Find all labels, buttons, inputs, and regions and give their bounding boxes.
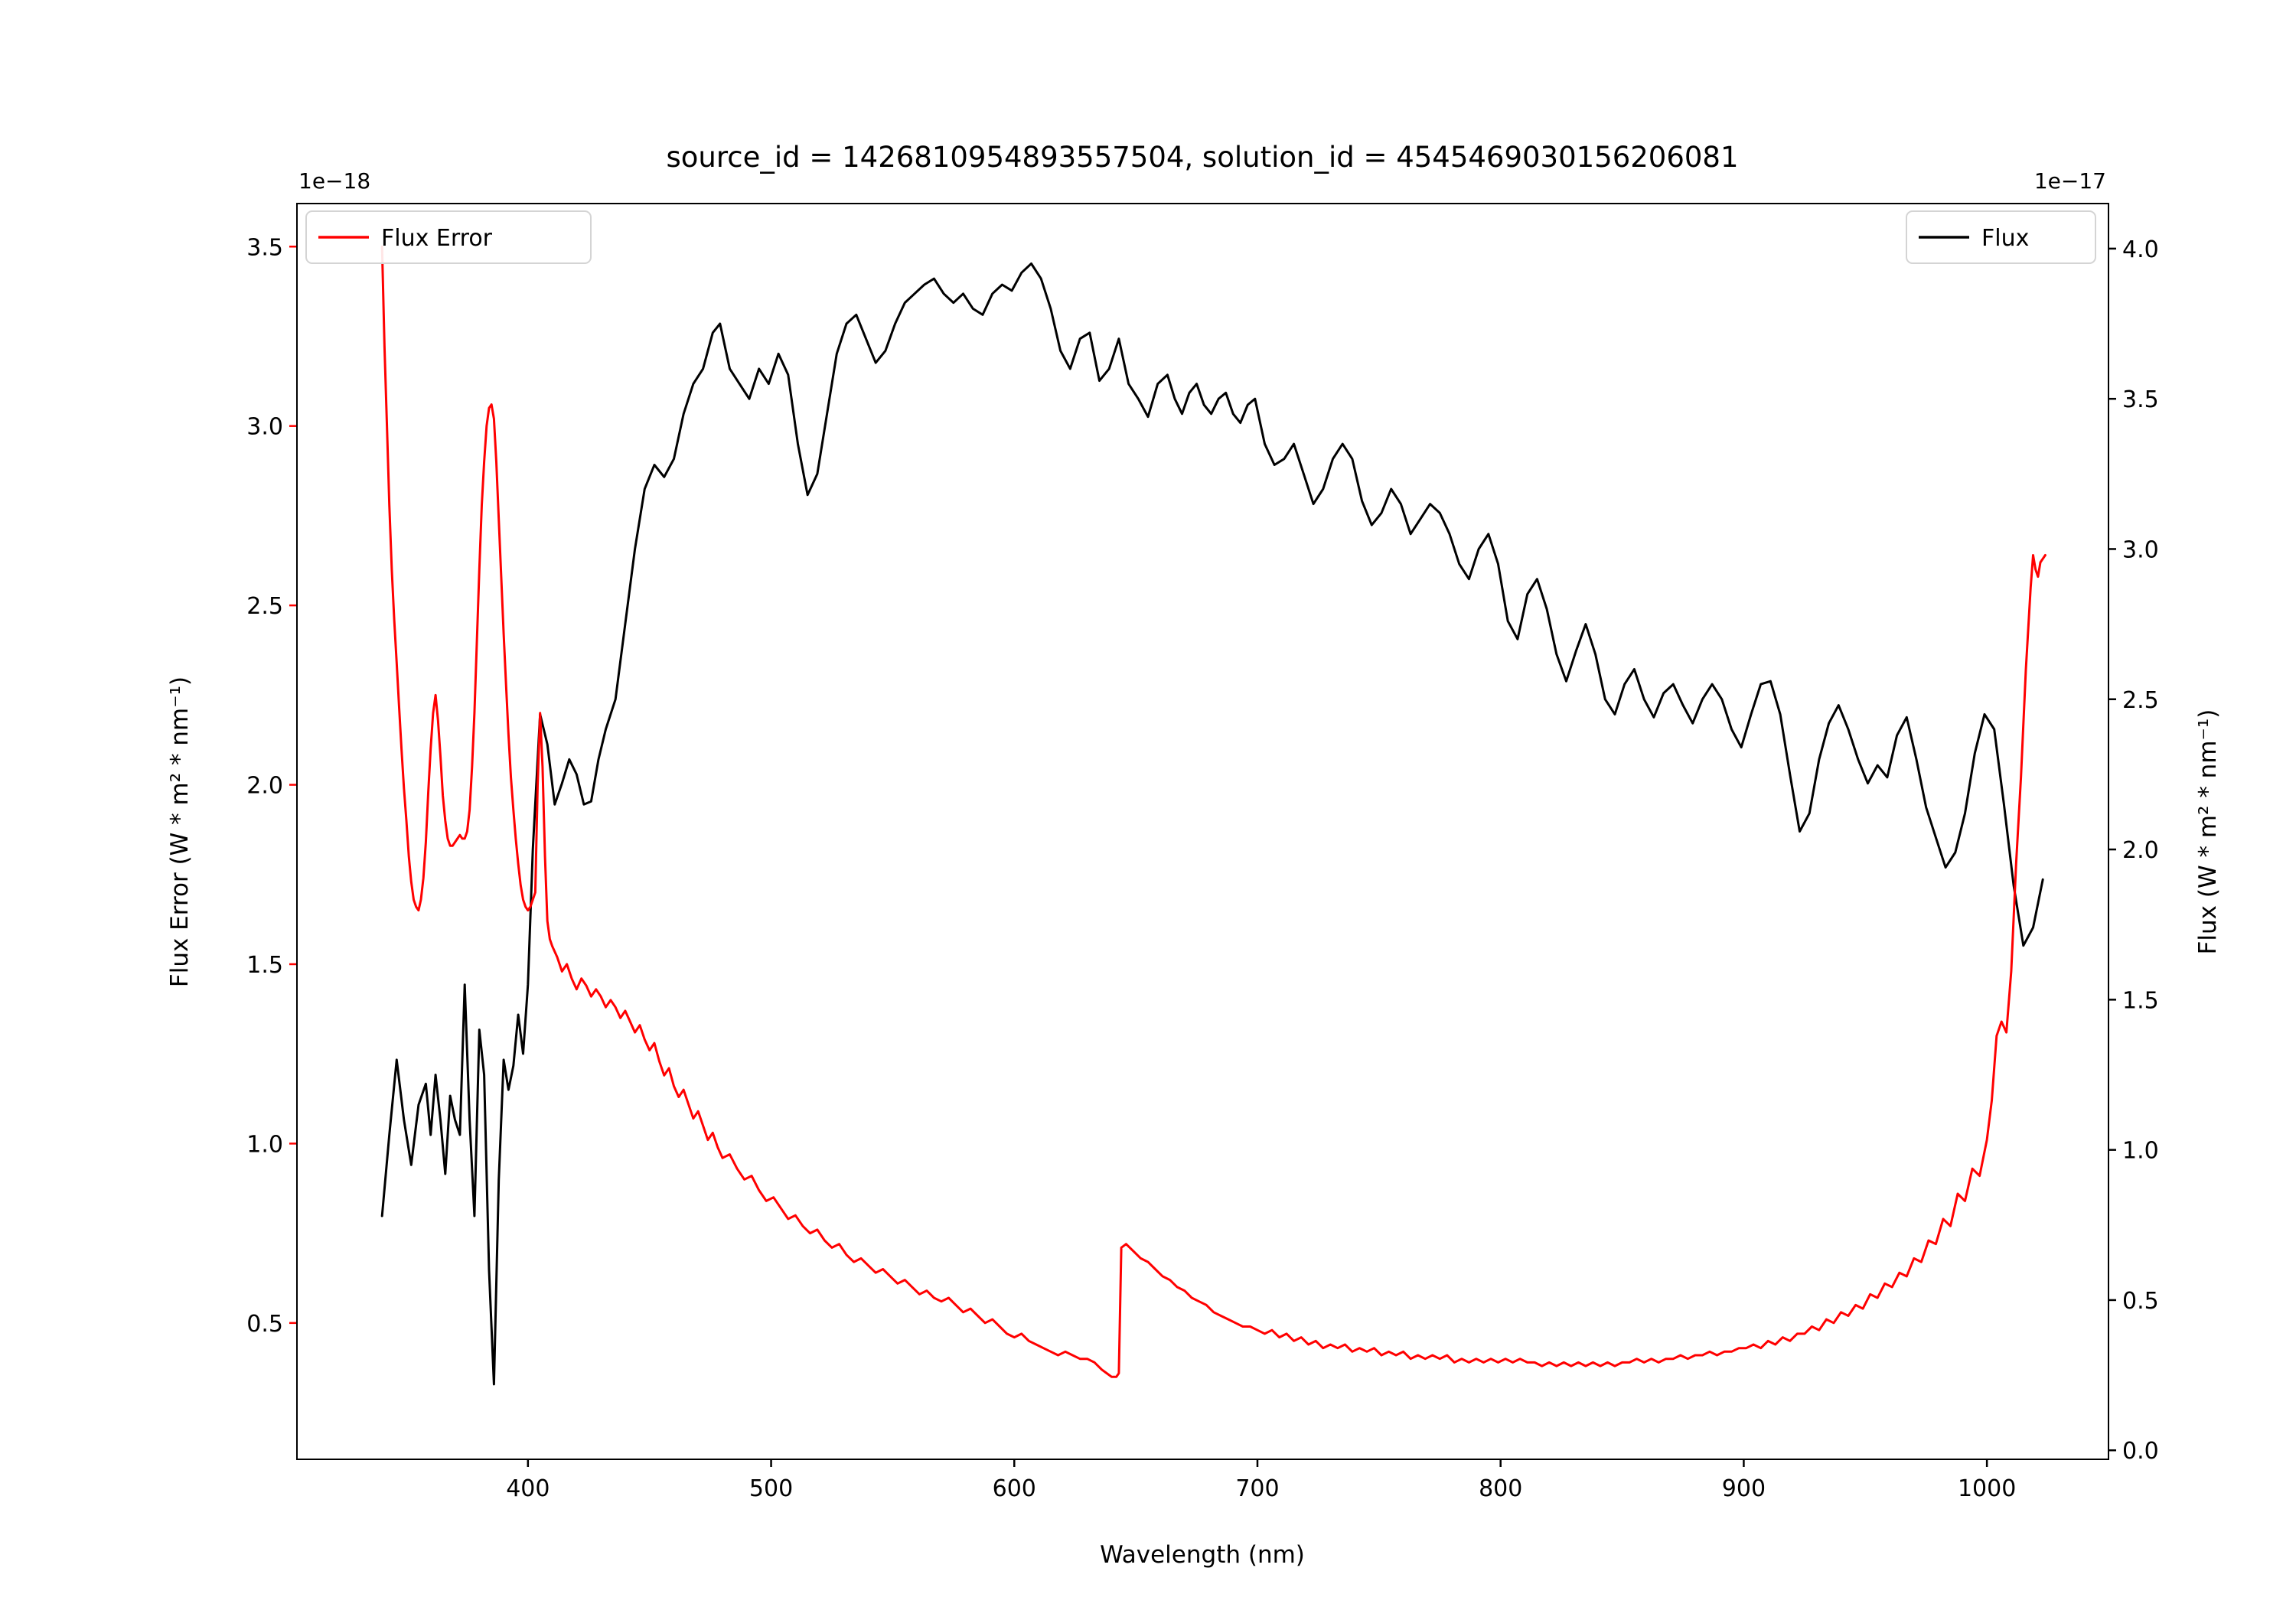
legend-box — [305, 210, 592, 264]
right-tick-label: 2.0 — [2122, 837, 2159, 864]
right-axis-label: Flux (W * m² * nm⁻¹) — [2194, 709, 2222, 955]
left-axis-offset: 1e−18 — [298, 168, 370, 194]
right-axis-offset: 1e−17 — [2034, 168, 2106, 194]
flux-line — [380, 262, 2044, 1386]
x-tick-label: 800 — [1479, 1475, 1522, 1502]
right-tick-label: 3.0 — [2122, 536, 2159, 563]
legend-label: Flux Error — [381, 225, 493, 252]
left-tick-label: 0.5 — [246, 1311, 283, 1338]
right-tick-label: 1.0 — [2122, 1138, 2159, 1165]
right-tick-label: 1.5 — [2122, 987, 2159, 1014]
x-tick-label: 700 — [1235, 1475, 1279, 1502]
left-axis-label: Flux Error (W * m² * nm⁻¹) — [166, 676, 194, 987]
legend-flux-error: Flux Error — [305, 210, 592, 264]
left-tick-label: 1.0 — [246, 1131, 283, 1158]
right-tick-label: 3.5 — [2122, 386, 2159, 413]
left-tick-label: 1.5 — [246, 952, 283, 979]
x-axis-ticks: 400 500 600 700 800 900 1000 — [506, 1459, 2016, 1502]
left-tick-label: 2.0 — [246, 773, 283, 800]
left-axis-ticks: 0.5 1.0 1.5 2.0 2.5 3.0 3.5 — [246, 234, 297, 1338]
right-tick-label: 0.0 — [2122, 1438, 2159, 1465]
right-tick-label: 2.5 — [2122, 687, 2159, 714]
x-tick-label: 500 — [749, 1475, 793, 1502]
legend-flux: Flux — [1906, 210, 2096, 264]
left-tick-label: 3.5 — [246, 234, 283, 261]
x-tick-label: 900 — [1722, 1475, 1766, 1502]
right-axis-ticks: 0.0 0.5 1.0 1.5 2.0 2.5 3.0 3.5 4.0 — [2108, 236, 2159, 1465]
x-tick-label: 1000 — [1958, 1475, 2016, 1502]
flux-error-line — [380, 245, 2047, 1378]
plot-frame — [296, 203, 2109, 1460]
x-axis-label: Wavelength (nm) — [1100, 1541, 1305, 1569]
x-tick-label: 600 — [993, 1475, 1036, 1502]
x-tick-label: 400 — [506, 1475, 550, 1502]
left-tick-label: 2.5 — [246, 593, 283, 620]
legend-label: Flux — [1981, 225, 2029, 252]
right-tick-label: 0.5 — [2122, 1288, 2159, 1315]
right-tick-label: 4.0 — [2122, 236, 2159, 263]
legend-box — [1906, 210, 2096, 264]
left-tick-label: 3.0 — [246, 414, 283, 441]
chart-title: source_id = 1426810954893557504, solutio… — [666, 141, 1738, 174]
